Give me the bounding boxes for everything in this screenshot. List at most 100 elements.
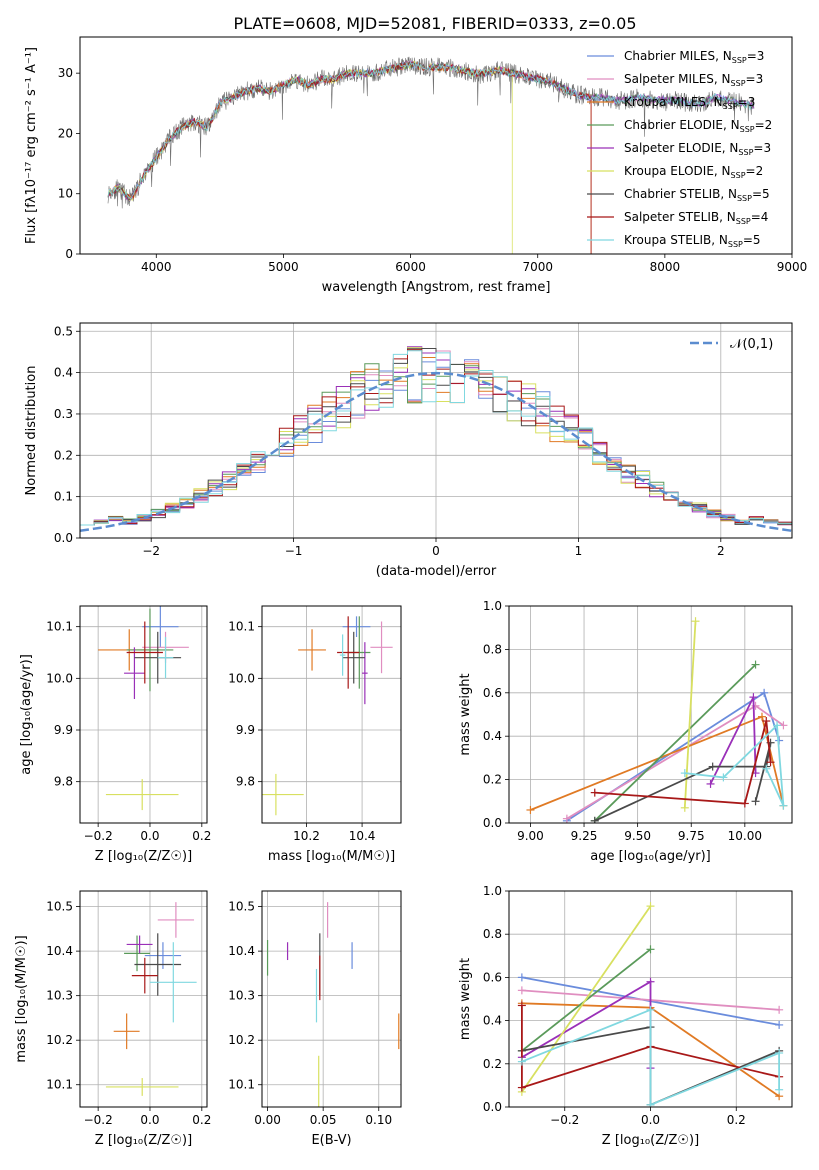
- legend-text: =3: [738, 95, 756, 109]
- x-tick-label: 9.25: [571, 829, 598, 843]
- legend-label: Salpeter STELIB, NSSP=4: [624, 210, 768, 226]
- legend-label: Kroupa MILES, NSSP=3: [624, 95, 755, 111]
- y-tick-label: 9.9: [236, 723, 255, 737]
- age_vs_mass-panel: 10.2 10.4 9.8 9.9 10.0 10.1 mass [log₁₀(M/M☉)]: [228, 605, 402, 864]
- legend-text: Kroupa STELIB, N: [624, 233, 728, 247]
- y-tick-label: 0.6: [483, 970, 502, 984]
- y-tick-label: 9.9: [54, 723, 73, 737]
- x-tick-label: 9.00: [517, 829, 544, 843]
- weight-lines: [517, 902, 784, 1107]
- legend-subscript: SSP: [723, 102, 738, 111]
- y-axis-label: mass weight: [458, 673, 473, 755]
- x-tick-label: 7000: [522, 260, 553, 274]
- weight-line: [683, 621, 697, 808]
- x-tick-label: 0: [432, 544, 440, 558]
- mass_vs_Z-panel: −0.2 0.0 0.2 10.1 10.2 10.3 10.4 10.5 Z [log₁₀(Z…: [14, 890, 211, 1148]
- weight-line: [594, 720, 772, 805]
- y-tick-label: 20: [58, 126, 73, 140]
- y-tick-label: 0.5: [54, 324, 73, 338]
- x-tick-label: 4000: [141, 260, 172, 274]
- axes-frame: [79, 605, 208, 824]
- y-tick-label: 10.1: [228, 620, 255, 634]
- x-tick-label: −0.2: [550, 1113, 579, 1127]
- legend-text: Salpeter ELODIE, N: [624, 141, 738, 155]
- legend-subscript: SSP: [740, 125, 755, 134]
- model-spectrum-line: [107, 61, 754, 200]
- y-tick-label: 9.8: [54, 775, 73, 789]
- y-axis-label: mass weight: [458, 958, 473, 1040]
- legend-text: Kroupa ELODIE, N: [624, 164, 731, 178]
- x-tick-label: 2: [717, 544, 725, 558]
- x-tick-label: −0.2: [84, 1113, 113, 1127]
- y-axis-label: Normed distribution: [24, 366, 39, 496]
- x-tick-label: 5000: [268, 260, 299, 274]
- y-tick-label: 10.1: [46, 620, 73, 634]
- x-tick-label: 0.2: [192, 829, 211, 843]
- y-tick-label: 10: [58, 187, 73, 201]
- x-tick-label: 0.0: [140, 1113, 159, 1127]
- x-tick-label: 0.00: [254, 1113, 281, 1127]
- axes-frame: [79, 36, 793, 255]
- errorbars: [262, 616, 393, 816]
- x-tick-label: −1: [285, 544, 303, 558]
- axes-frame: [261, 605, 402, 824]
- weight-line: [566, 704, 784, 820]
- x-tick-label: −0.2: [84, 829, 113, 843]
- y-tick-label: 0.0: [54, 531, 73, 545]
- x-tick-label: −2: [142, 544, 160, 558]
- legend-label: Kroupa ELODIE, NSSP=2: [624, 164, 763, 180]
- legend-text: =3: [746, 72, 764, 86]
- x-axis-label: age [log₁₀(age/yr)]: [590, 849, 711, 864]
- histogram-step: [80, 350, 792, 538]
- legend-text: =2: [746, 164, 764, 178]
- y-tick-label: 10.1: [228, 1078, 255, 1092]
- y-tick-label: 1.0: [483, 884, 502, 898]
- errorbars: [266, 902, 400, 1107]
- x-tick-label: 0.05: [310, 1113, 337, 1127]
- x-tick-label: 1: [575, 544, 583, 558]
- legend-label: Chabrier MILES, NSSP=3: [624, 49, 764, 65]
- y-tick-label: 0.2: [483, 773, 502, 787]
- x-tick-label: 10.00: [728, 829, 762, 843]
- x-tick-label: 0.0: [140, 829, 159, 843]
- legend-text: =5: [743, 233, 761, 247]
- axes-frame: [79, 322, 793, 539]
- weight-line: [566, 691, 780, 822]
- x-axis-label: (data-model)/error: [376, 564, 497, 579]
- normal-curve: [80, 371, 792, 533]
- legend-text: Salpeter STELIB, N: [624, 210, 736, 224]
- legend-subscript: SSP: [736, 217, 751, 226]
- x-tick-label: 10.4: [349, 829, 376, 843]
- legend-subscript: SSP: [731, 171, 746, 180]
- errorbars: [98, 606, 189, 811]
- weight-line: [521, 1008, 780, 1107]
- legend-subscript: SSP: [731, 79, 746, 88]
- y-tick-label: 10.0: [46, 671, 73, 685]
- y-tick-label: 0.6: [483, 686, 502, 700]
- y-tick-label: 0.0: [483, 816, 502, 830]
- x-axis-label: mass [log₁₀(M/M☉)]: [268, 849, 395, 864]
- weight-line: [521, 905, 652, 1093]
- legend-label: Chabrier STELIB, NSSP=5: [624, 187, 770, 203]
- y-axis-label: age [log₁₀(age/yr)]: [19, 654, 34, 775]
- y-tick-label: 1.0: [483, 599, 502, 613]
- axes-frame: [79, 890, 208, 1108]
- y-tick-label: 10.4: [46, 944, 73, 958]
- y-tick-label: 0.2: [54, 448, 73, 462]
- y-tick-label: 0.8: [483, 642, 502, 656]
- x-tick-label: 10.2: [293, 829, 320, 843]
- x-tick-label: 0.2: [192, 1113, 211, 1127]
- axes-frame: [508, 605, 793, 824]
- x-tick-label: 8000: [650, 260, 681, 274]
- model-spectrum-line: [107, 60, 513, 254]
- legend-text: Chabrier ELODIE, N: [624, 118, 740, 132]
- legend-text: Kroupa MILES, N: [624, 95, 723, 109]
- y-tick-label: 10.1: [46, 1078, 73, 1092]
- histograms: [80, 346, 792, 538]
- y-tick-label: 0: [65, 247, 73, 261]
- x-axis-label: wavelength [Angstrom, rest frame]: [322, 280, 551, 295]
- y-tick-label: 10.0: [228, 671, 255, 685]
- y-axis-label: Flux [fλ10⁻¹⁷ erg cm⁻² s⁻¹ A⁻¹]: [24, 47, 39, 244]
